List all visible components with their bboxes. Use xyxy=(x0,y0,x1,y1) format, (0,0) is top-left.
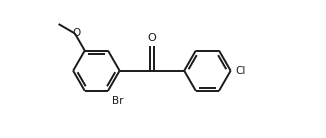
Text: Cl: Cl xyxy=(236,66,246,76)
Text: Br: Br xyxy=(112,96,124,106)
Text: O: O xyxy=(72,28,80,38)
Text: O: O xyxy=(148,33,156,43)
